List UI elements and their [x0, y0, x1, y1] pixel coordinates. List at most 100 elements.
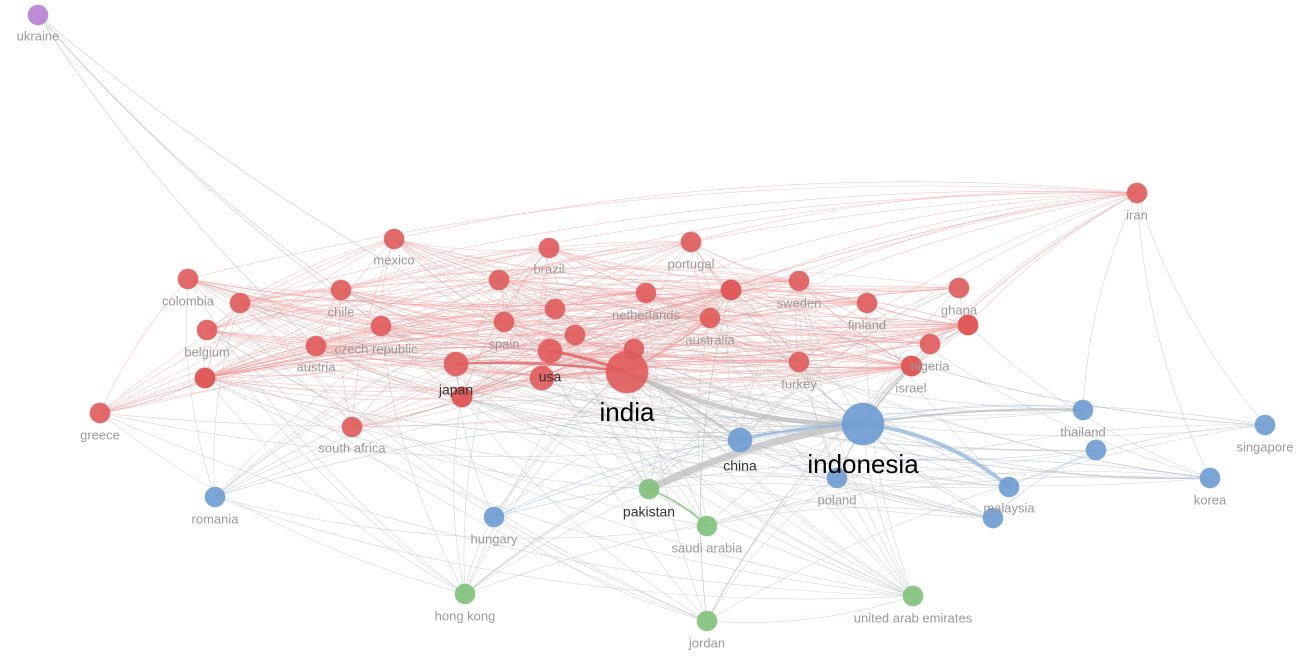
edge-68	[498, 241, 692, 281]
node-finland[interactable]	[856, 292, 878, 314]
label-australia: australia	[685, 333, 735, 348]
node-indonesia[interactable]	[841, 402, 885, 446]
node-poland[interactable]	[826, 467, 848, 489]
node-u-fr[interactable]	[564, 324, 586, 346]
label-greece: greece	[80, 428, 120, 443]
node-nigeria[interactable]	[919, 333, 941, 355]
node-mexico[interactable]	[383, 228, 405, 250]
node-ghana[interactable]	[948, 277, 970, 299]
node-jordan[interactable]	[696, 610, 718, 632]
node-greece[interactable]	[89, 402, 111, 424]
edge-157	[626, 302, 868, 373]
node-spain[interactable]	[493, 311, 515, 333]
node-brazil[interactable]	[538, 237, 560, 259]
edge-91	[206, 289, 342, 331]
node-u-uk[interactable]	[529, 365, 555, 391]
node-iran[interactable]	[1126, 182, 1148, 204]
edge-475	[204, 377, 650, 490]
edge-314	[498, 279, 732, 296]
node-singapore[interactable]	[1254, 414, 1276, 436]
node-u-ca[interactable]	[544, 298, 566, 320]
edge-522	[464, 475, 1211, 595]
node-layer	[27, 4, 1276, 632]
edge-410	[503, 321, 914, 597]
edge-423	[549, 350, 994, 519]
node-u-ke[interactable]	[957, 314, 979, 336]
node-belgium[interactable]	[196, 319, 218, 341]
edge-424	[549, 350, 708, 622]
node-colombia[interactable]	[177, 268, 199, 290]
edge-287	[99, 279, 500, 414]
edge-516	[862, 423, 914, 597]
edge-519	[992, 449, 1097, 519]
edge-411	[709, 317, 864, 425]
edge-107	[380, 292, 647, 327]
edge-137	[498, 268, 800, 282]
edge-344	[204, 377, 463, 401]
edge-398	[206, 329, 708, 527]
node-chile[interactable]	[330, 279, 352, 301]
edge-449	[99, 412, 864, 458]
node-sweden[interactable]	[788, 270, 810, 292]
node-china[interactable]	[727, 427, 753, 453]
node-u-ph[interactable]	[982, 507, 1004, 529]
edge-7	[929, 192, 1138, 345]
edge-476	[541, 377, 914, 597]
node-australia[interactable]	[699, 307, 721, 329]
edge-387	[214, 280, 800, 498]
edge-464	[574, 334, 864, 425]
node-japan[interactable]	[443, 351, 469, 377]
node-india[interactable]	[605, 350, 649, 394]
node-u-nz[interactable]	[720, 279, 742, 301]
label-portugal: portugal	[668, 257, 715, 272]
node-uae[interactable]	[902, 585, 924, 607]
node-thailand[interactable]	[1072, 399, 1094, 421]
edge-50	[99, 247, 550, 414]
edge-412	[709, 317, 1211, 479]
node-usa[interactable]	[537, 338, 563, 364]
edge-70	[574, 241, 692, 336]
edge-520	[493, 458, 1211, 518]
edge-34	[393, 238, 576, 336]
edge-461	[554, 308, 864, 425]
node-u-ie[interactable]	[623, 338, 645, 360]
edge-261	[239, 300, 800, 363]
edge-26	[393, 238, 551, 352]
node-u-pk2[interactable]	[451, 386, 473, 408]
node-hongkong[interactable]	[454, 583, 476, 605]
node-u-pe[interactable]	[194, 367, 216, 389]
label-iran: iran	[1126, 208, 1148, 223]
node-saudi[interactable]	[696, 515, 718, 537]
edge-9	[626, 192, 1138, 373]
node-austria[interactable]	[305, 335, 327, 357]
edge-404	[380, 325, 1097, 451]
edge-99	[339, 289, 353, 428]
edge-416	[315, 345, 838, 479]
node-u-vn[interactable]	[488, 269, 510, 291]
edge-521	[706, 470, 1211, 527]
edge-121	[541, 292, 647, 379]
node-czech[interactable]	[370, 315, 392, 337]
node-south-africa[interactable]	[341, 416, 363, 438]
node-pakistan[interactable]	[638, 478, 660, 500]
node-malaysia[interactable]	[998, 476, 1020, 498]
node-netherlands[interactable]	[635, 282, 657, 304]
node-u-de[interactable]	[229, 292, 251, 314]
edge-376	[340, 289, 1010, 488]
node-portugal[interactable]	[680, 231, 702, 253]
edge-16	[730, 192, 1138, 291]
edge-352	[461, 289, 732, 398]
node-romania[interactable]	[204, 486, 226, 508]
edge-530	[706, 595, 914, 623]
edge-491	[730, 289, 1266, 426]
node-korea[interactable]	[1199, 467, 1221, 489]
edge-125	[798, 280, 960, 292]
node-ukraine[interactable]	[27, 4, 49, 26]
edge-493	[727, 289, 741, 441]
node-u-tw[interactable]	[1085, 439, 1107, 461]
node-hungary[interactable]	[483, 506, 505, 528]
edge-15	[967, 192, 1138, 326]
node-turkey[interactable]	[788, 351, 810, 373]
node-u-eg[interactable]	[901, 355, 923, 377]
edge-373	[187, 278, 708, 622]
